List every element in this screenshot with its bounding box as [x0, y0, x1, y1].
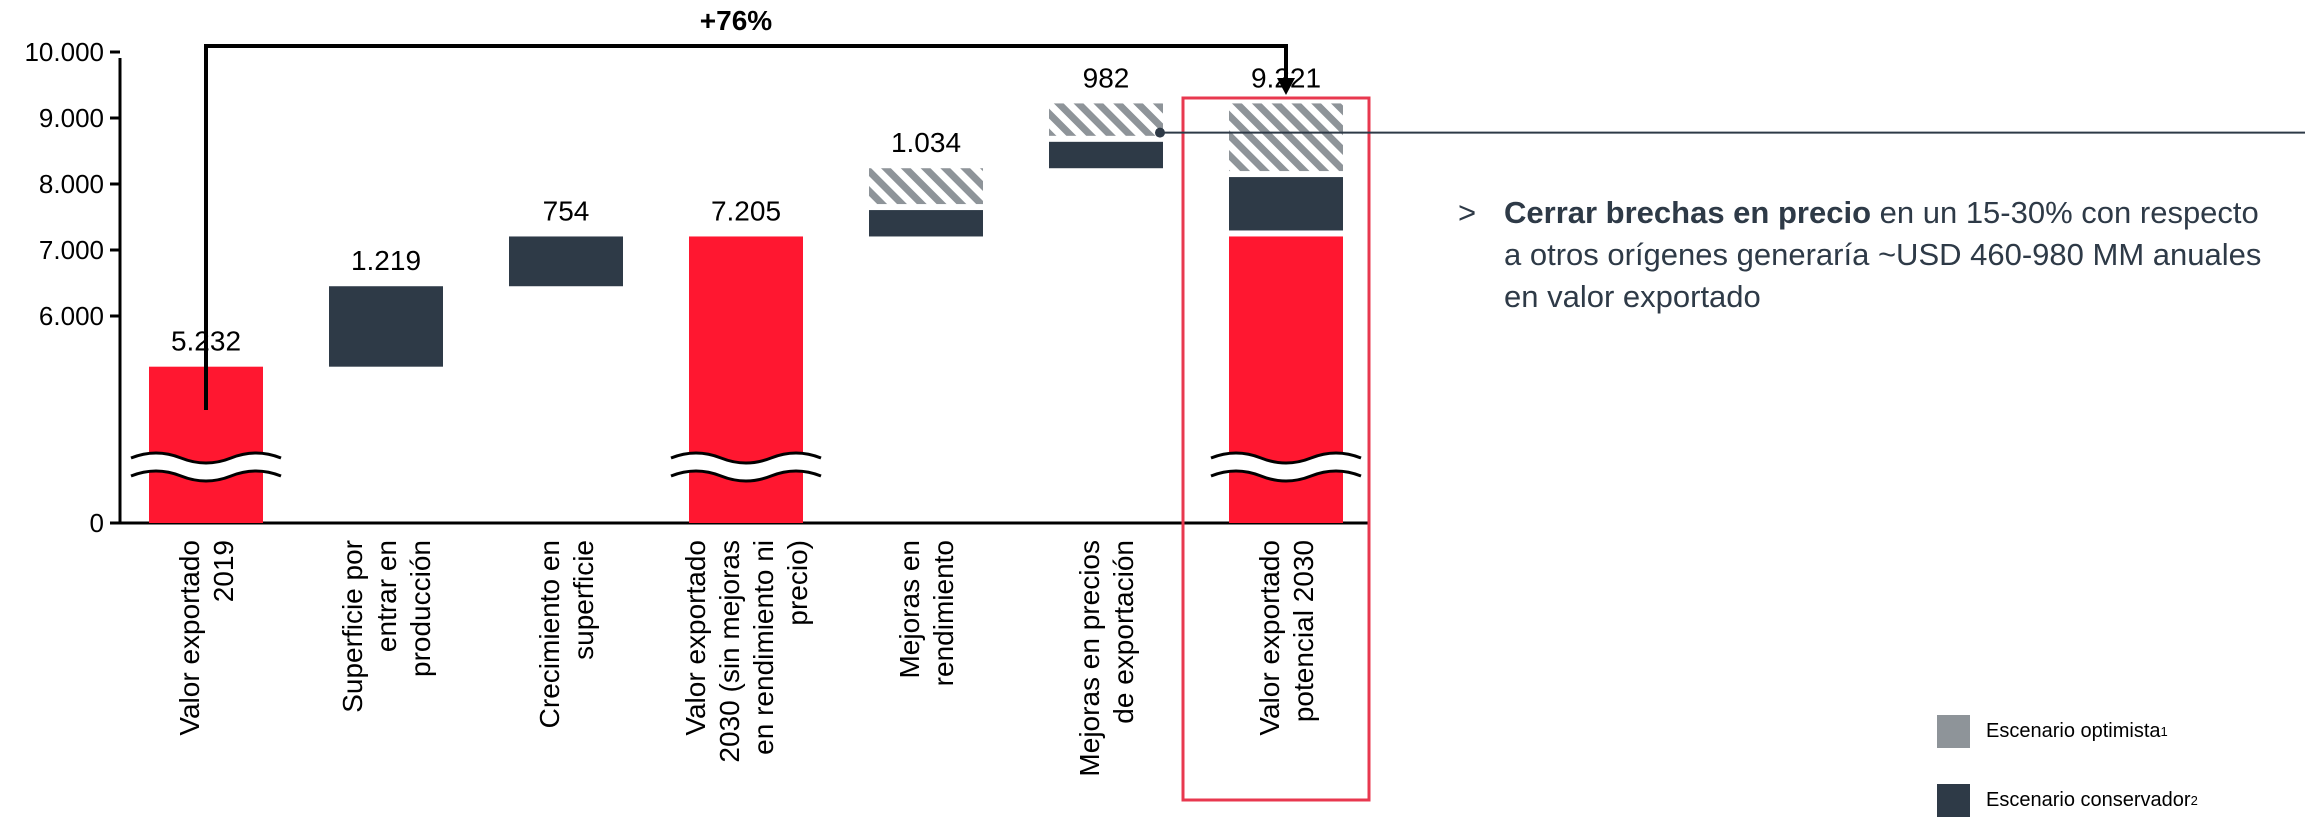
bar-conservative	[329, 286, 443, 367]
category-label-line: Valor exportado	[1254, 540, 1285, 736]
data-label: 754	[543, 195, 590, 226]
growth-label: +76%	[700, 5, 772, 36]
category-label-line: producción	[405, 540, 436, 677]
legend-label-conservative: Escenario conservador	[1986, 789, 2191, 811]
legend-label-optimistic: Escenario optimista	[1986, 720, 2161, 742]
category-label-line: superficie	[568, 540, 599, 660]
category-label: Mejoras en rendimiento	[894, 540, 959, 686]
legend-item-conservative: Escenario conservador 2	[1937, 784, 2198, 817]
y-tick-label: 7.000	[39, 235, 104, 265]
category-label-line: precio)	[782, 540, 813, 626]
axis-break-line	[670, 451, 822, 465]
bar-conservative	[509, 236, 623, 287]
category-label-line: Valor exportado	[680, 540, 711, 736]
axis-break-line	[1210, 451, 1362, 465]
legend-swatch-conservative	[1937, 784, 1970, 817]
category-label-line: Mejoras en precios	[1074, 540, 1105, 777]
legend-sup-optimistic: 1	[2160, 724, 2168, 739]
data-label: 1.034	[891, 127, 961, 158]
chart-bars	[127, 103, 1365, 523]
category-label-line: entrar en	[371, 540, 402, 652]
category-label: Valor exportado 2030 (sin mejoras en rendi…	[680, 540, 813, 763]
data-label: 982	[1083, 62, 1130, 93]
note-rest-text: en un 15-30% con respecto a otros orígen…	[1504, 195, 2262, 314]
category-label-line: 2030 (sin mejoras	[714, 540, 745, 763]
bar-conservative	[1049, 141, 1163, 169]
category-label: Crecimiento en superficie	[534, 540, 599, 728]
bar-conservative	[1229, 177, 1343, 231]
note-text: Cerrar brechas en precio en un 15-30% co…	[1460, 192, 2280, 318]
insight-note: > Cerrar brechas en precio en un 15-30% …	[1458, 192, 2280, 318]
category-label: Valor exportado potencial 2030	[1254, 540, 1319, 736]
axis-break-line	[1210, 469, 1362, 483]
category-label-line: Mejoras en	[894, 540, 925, 679]
category-label-line: Superficie por	[337, 540, 368, 713]
bar-conservative	[869, 210, 983, 237]
bar-optimistic	[869, 168, 983, 205]
category-label: Mejoras en precios de exportación	[1074, 540, 1139, 777]
category-label-line: rendimiento	[928, 540, 959, 686]
chart-axes: 0 6.000 7.000 8.000 9.000 10.000	[24, 37, 1371, 802]
data-label: 1.219	[351, 245, 421, 276]
note-bullet: >	[1458, 195, 1477, 230]
note-bold-text: Cerrar brechas en precio	[1504, 195, 1872, 230]
growth-arrow-head	[1277, 78, 1295, 95]
legend-item-optimistic: Escenario optimista 1	[1937, 715, 2168, 748]
category-label-line: Valor exportado	[174, 540, 205, 736]
axis-break-line	[130, 469, 282, 483]
axis-break-gap	[127, 453, 285, 481]
axis-break-line	[670, 469, 822, 483]
y-tick-label: 8.000	[39, 169, 104, 199]
category-label: Superficie por entrar en producción	[337, 540, 436, 713]
growth-bracket	[204, 44, 1288, 410]
highlight-box	[1181, 96, 1371, 802]
legend-sup-conservative: 2	[2190, 793, 2198, 808]
y-tick-label: 10.000	[24, 37, 104, 67]
y-tick-label: 6.000	[39, 301, 104, 331]
category-label: Valor exportado 2019	[174, 540, 239, 736]
legend-swatch-optimistic	[1937, 715, 1970, 748]
data-label: 7.205	[711, 195, 781, 226]
axis-break-gap	[1207, 453, 1365, 481]
bar-optimistic	[1049, 103, 1163, 136]
axis-break-gap	[667, 453, 825, 481]
y-tick-label: 0	[90, 508, 104, 538]
category-label-line: en rendimiento ni	[748, 540, 779, 755]
bar-optimistic	[1229, 103, 1343, 172]
category-label-line: potencial 2030	[1288, 540, 1319, 722]
category-label-line: 2019	[208, 540, 239, 602]
axis-break-line	[130, 451, 282, 465]
category-label-line: Crecimiento en	[534, 540, 565, 728]
y-tick-label: 9.000	[39, 103, 104, 133]
category-label-line: de exportación	[1108, 540, 1139, 724]
